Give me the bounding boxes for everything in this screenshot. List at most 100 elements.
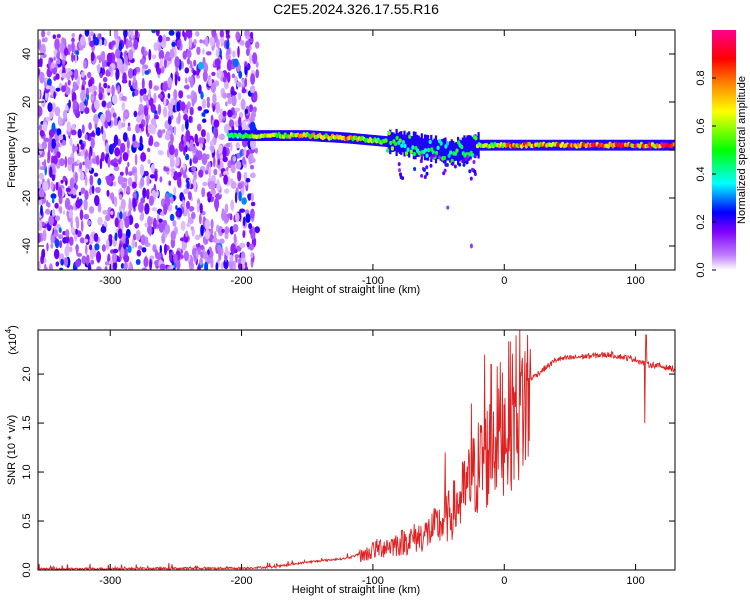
heatmap-noise-cell: [128, 261, 132, 270]
heatmap-scatter-cell: [438, 155, 442, 160]
heatmap-noise-cell: [232, 156, 237, 162]
heatmap-noise-cell: [159, 244, 162, 255]
heatmap-noise-cell: [225, 30, 230, 37]
colorbar: 0.0 0.2 0.4 0.6 0.8 Normalized spectral ampl…: [695, 30, 748, 278]
heatmap-band-core: [447, 153, 451, 158]
heatmap-noise-cell: [83, 213, 90, 220]
heatmap-band-core: [406, 147, 410, 152]
heatmap-noise-cell: [182, 163, 186, 171]
heatmap-band-core: [412, 151, 416, 157]
heatmap-noise-cell: [206, 101, 210, 109]
heatmap-noise-cell: [77, 75, 81, 87]
heatmap-noise-cell: [198, 169, 204, 178]
heatmap-noise-cell: [245, 40, 251, 49]
heatmap-noise-cell: [155, 30, 160, 37]
heatmap-noise-cell: [89, 174, 94, 186]
heatmap-noise-cell: [238, 70, 243, 79]
heatmap-noise-cell: [225, 40, 230, 50]
heatmap-noise-cell: [62, 117, 66, 125]
heatmap-noise-cell: [189, 206, 195, 212]
heatmap-noise-cell: [145, 123, 149, 136]
heatmap-band-cell: [466, 135, 469, 162]
heatmap-noise-cell: [186, 49, 192, 59]
heatmap-noise-cell: [231, 94, 237, 107]
heatmap-noise-cell: [83, 59, 87, 69]
heatmap-noise-cell: [127, 161, 130, 168]
heatmap-noise-cell: [85, 254, 90, 266]
snr-series-line: [38, 330, 675, 570]
heatmap-noise-cell: [64, 86, 71, 95]
heatmap-noise-cell: [111, 174, 115, 181]
heatmap-noise-cell: [249, 164, 255, 170]
heatmap-noise-cell: [217, 244, 222, 253]
heatmap-noise-cell: [152, 54, 157, 59]
heatmap-noise-cell: [42, 229, 47, 242]
heatmap-noise-cell: [230, 141, 233, 152]
heatmap-noise-cell: [231, 73, 236, 79]
heatmap-noise-cell: [140, 176, 145, 188]
heatmap-noise-cell: [64, 197, 71, 210]
heatmap-noise-cell: [250, 31, 254, 38]
heatmap-noise-cell: [71, 37, 75, 43]
heatmap-noise-cell: [164, 196, 171, 207]
heatmap-noise-cell: [97, 63, 101, 74]
heatmap-scatter-cell: [451, 161, 455, 166]
heatmap-band-cell: [433, 138, 436, 160]
heatmap-noise-cell: [140, 197, 146, 204]
heatmap-band-cell: [447, 142, 450, 161]
heatmap-noise-cell: [45, 208, 51, 215]
heatmap-band-core: [401, 140, 405, 145]
heatmap-noise-cell: [80, 187, 86, 194]
heatmap-noise-cell: [195, 250, 199, 260]
heatmap-band-cell: [439, 139, 442, 161]
heatmap-noise-cell: [68, 99, 71, 109]
heatmap-band-core: [409, 149, 413, 154]
heatmap-noise-cell: [226, 166, 229, 172]
heatmap-noise-cell: [201, 153, 208, 166]
heatmap-band-cell: [422, 138, 425, 156]
heatmap-noise-cell: [103, 220, 107, 228]
heatmap-noise-cell: [170, 133, 174, 144]
heatmap-noise-cell: [157, 44, 161, 52]
heatmap-noise-cell: [47, 202, 51, 208]
heatmap-noise-cell: [145, 115, 149, 126]
heatmap-noise-cell: [106, 175, 112, 186]
heatmap-noise-cell: [153, 92, 157, 104]
heatmap-noise-cell: [45, 85, 51, 90]
heatmap-noise-cell: [147, 159, 151, 165]
heatmap-noise-cell: [216, 149, 219, 160]
heatmap-noise-cell: [114, 147, 121, 157]
heatmap-noise-cell: [153, 85, 160, 91]
x-tick-label: 0: [501, 275, 507, 287]
heatmap-noise-cell: [71, 52, 74, 63]
heatmap-band-cell: [464, 137, 468, 160]
heatmap-noise-cell: [126, 138, 130, 150]
heatmap-noise-cell: [150, 163, 155, 173]
heatmap-noise-cell: [200, 224, 205, 236]
heatmap-noise-cell: [100, 151, 105, 162]
spectrogram-x-ticks: -300 -200 -100 0 100: [99, 30, 645, 287]
heatmap-noise-cell: [250, 208, 255, 219]
heatmap-noise-cell: [54, 106, 61, 117]
heatmap-noise-cell: [222, 92, 227, 99]
heatmap-noise-cell: [220, 262, 225, 269]
heatmap-noise-cell: [70, 129, 77, 136]
heatmap-noise-cell: [187, 216, 193, 224]
heatmap-noise-cell: [112, 112, 117, 119]
heatmap-noise-cell: [201, 187, 206, 198]
heatmap-noise-cell: [169, 144, 175, 156]
heatmap-noise-cell: [211, 71, 216, 77]
heatmap-noise-cell: [250, 139, 256, 150]
heatmap-noise-cell: [149, 174, 156, 179]
heatmap-noise-cell: [159, 263, 166, 270]
heatmap-scatter-cell: [469, 243, 473, 249]
snr-scale-exponent: 4: [4, 328, 13, 333]
heatmap-noise-cell: [173, 186, 177, 196]
heatmap-noise-cell: [40, 204, 43, 216]
heatmap-noise-cell: [215, 48, 220, 58]
heatmap-noise-cell: [187, 191, 192, 201]
heatmap-scatter-cell: [461, 159, 465, 164]
heatmap-noise-cell: [204, 169, 209, 175]
heatmap-noise-cell: [146, 174, 150, 187]
heatmap-noise-cell: [251, 52, 258, 65]
